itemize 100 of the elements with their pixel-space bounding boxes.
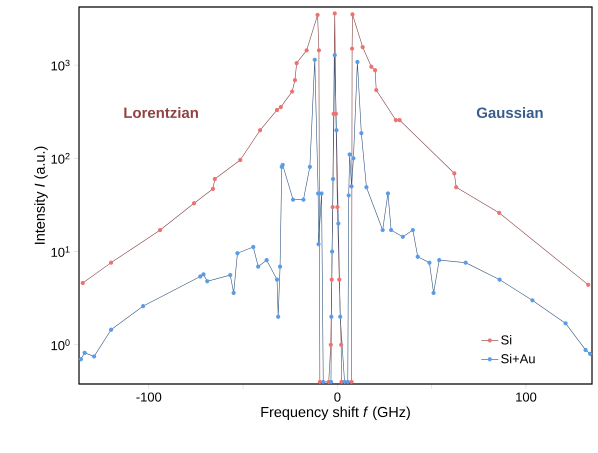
- point: [338, 314, 342, 319]
- point: [410, 228, 415, 232]
- point: [389, 228, 394, 232]
- point: [334, 128, 339, 132]
- point: [308, 164, 312, 169]
- y-tick-label: 10$^{3}$: [52, 60, 70, 70]
- point: [321, 380, 326, 384]
- point: [278, 104, 283, 110]
- point: [329, 314, 334, 319]
- point: [350, 12, 355, 16]
- point: [316, 191, 320, 196]
- point: [108, 328, 114, 332]
- point: [330, 204, 335, 210]
- point: [228, 272, 232, 278]
- point: [427, 260, 432, 265]
- point: [380, 228, 385, 232]
- point: [251, 244, 256, 250]
- point: [386, 191, 390, 196]
- point: [337, 278, 342, 282]
- x-tick-label: 100: [516, 392, 536, 402]
- point: [373, 68, 378, 72]
- point: [584, 348, 588, 352]
- point: [210, 186, 216, 191]
- point: [201, 272, 206, 276]
- point: [374, 88, 378, 92]
- point: [304, 48, 309, 52]
- point: [158, 228, 162, 232]
- x-tick-label: 0: [334, 392, 340, 402]
- point: [330, 278, 334, 282]
- point: [498, 278, 502, 282]
- point: [369, 64, 374, 69]
- point: [355, 60, 360, 64]
- point: [80, 280, 85, 286]
- point: [350, 46, 354, 51]
- x-axis-title: Frequency shift f (GHz): [261, 406, 410, 420]
- point: [351, 156, 356, 160]
- annotation: Gaussian: [476, 107, 543, 118]
- point: [332, 11, 337, 16]
- point: [349, 380, 354, 384]
- point: [264, 258, 269, 262]
- point: [235, 251, 240, 256]
- point: [192, 201, 196, 206]
- point: [205, 279, 210, 284]
- point: [588, 352, 592, 356]
- point: [416, 254, 420, 259]
- point: [292, 78, 298, 82]
- point: [464, 260, 468, 265]
- point: [586, 282, 590, 287]
- point: [232, 290, 236, 296]
- point: [278, 264, 282, 269]
- point: [336, 221, 340, 226]
- point: [360, 44, 365, 50]
- point: [256, 264, 260, 269]
- point: [319, 191, 324, 196]
- point: [312, 58, 317, 62]
- point: [82, 350, 87, 355]
- point: [328, 380, 334, 384]
- legend-label: Si: [501, 334, 512, 345]
- point: [452, 171, 456, 176]
- point: [274, 278, 280, 282]
- point: [318, 380, 322, 384]
- point: [274, 108, 280, 112]
- point: [497, 210, 502, 215]
- point: [339, 342, 344, 347]
- point: [290, 198, 296, 202]
- point: [530, 298, 534, 302]
- annotation: Lorentzian: [124, 107, 198, 118]
- point: [141, 304, 146, 308]
- point: [238, 158, 242, 162]
- point: [348, 152, 352, 157]
- point: [564, 321, 568, 326]
- point: [294, 61, 299, 66]
- point: [276, 314, 280, 319]
- point: [346, 193, 351, 198]
- point: [290, 89, 294, 94]
- point: [364, 185, 369, 190]
- point: [332, 53, 337, 58]
- point: [400, 234, 405, 239]
- point: [349, 184, 354, 188]
- point: [330, 176, 336, 182]
- point: [454, 185, 458, 190]
- point: [335, 204, 340, 210]
- point: [108, 260, 114, 265]
- point: [328, 342, 333, 347]
- point: [431, 290, 436, 296]
- point: [258, 128, 262, 132]
- y-axis-title: Intensity I (a.u.): [34, 146, 48, 244]
- point: [198, 274, 202, 279]
- point: [437, 258, 442, 262]
- point: [316, 242, 321, 246]
- point: [346, 380, 350, 384]
- point: [394, 118, 398, 122]
- point: [330, 249, 334, 254]
- point: [316, 12, 320, 18]
- point: [92, 354, 96, 359]
- legend-label: Si+Au: [501, 354, 535, 364]
- y-tick-label: 10$^{1}$: [52, 246, 70, 257]
- x-tick-label: -100: [136, 392, 162, 402]
- y-tick-label: 10$^{0}$: [52, 339, 70, 350]
- point: [78, 357, 83, 362]
